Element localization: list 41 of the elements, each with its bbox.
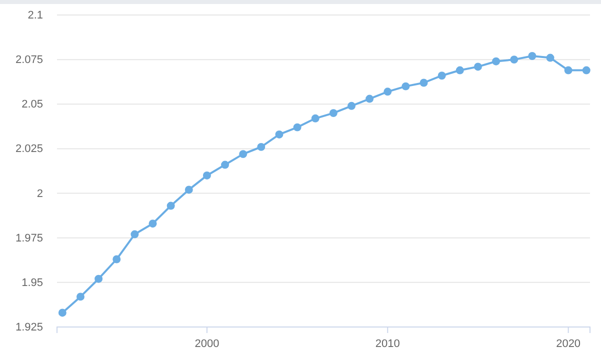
point bbox=[166, 202, 175, 210]
x-tick-label: 2020 bbox=[556, 338, 581, 350]
point bbox=[311, 114, 320, 122]
y-tick-label: 2 bbox=[36, 188, 43, 200]
point bbox=[564, 66, 572, 74]
point bbox=[492, 57, 500, 66]
point bbox=[130, 230, 139, 238]
point bbox=[202, 171, 211, 180]
point bbox=[76, 292, 84, 301]
y-tick-label: 2.075 bbox=[15, 54, 43, 66]
point bbox=[148, 220, 157, 228]
y-tick-label: 2.1 bbox=[28, 10, 43, 22]
point bbox=[438, 72, 446, 80]
point bbox=[510, 56, 518, 64]
point bbox=[184, 186, 193, 194]
y-tick-label: 1.925 bbox=[15, 322, 43, 334]
point bbox=[112, 255, 121, 264]
point bbox=[348, 102, 356, 110]
point bbox=[58, 308, 66, 317]
y-tick-label: 2.025 bbox=[15, 143, 43, 156]
point bbox=[546, 54, 554, 62]
point bbox=[528, 52, 536, 60]
point bbox=[239, 150, 248, 158]
x-tick-label: 2010 bbox=[375, 338, 400, 350]
point bbox=[275, 130, 284, 138]
y-tick-label: 2.05 bbox=[22, 98, 43, 111]
point bbox=[456, 66, 464, 74]
point bbox=[221, 160, 230, 169]
x-tick-label: 2000 bbox=[194, 338, 220, 350]
point bbox=[582, 66, 590, 74]
point bbox=[366, 94, 374, 103]
y-tick-label: 1.975 bbox=[15, 232, 43, 244]
point bbox=[384, 88, 392, 96]
point bbox=[402, 82, 410, 90]
point bbox=[293, 123, 302, 132]
y-tick-label: 1.95 bbox=[22, 276, 43, 289]
point bbox=[257, 142, 266, 151]
point bbox=[420, 78, 428, 87]
point bbox=[474, 62, 482, 71]
point bbox=[94, 274, 103, 283]
point bbox=[329, 109, 338, 118]
